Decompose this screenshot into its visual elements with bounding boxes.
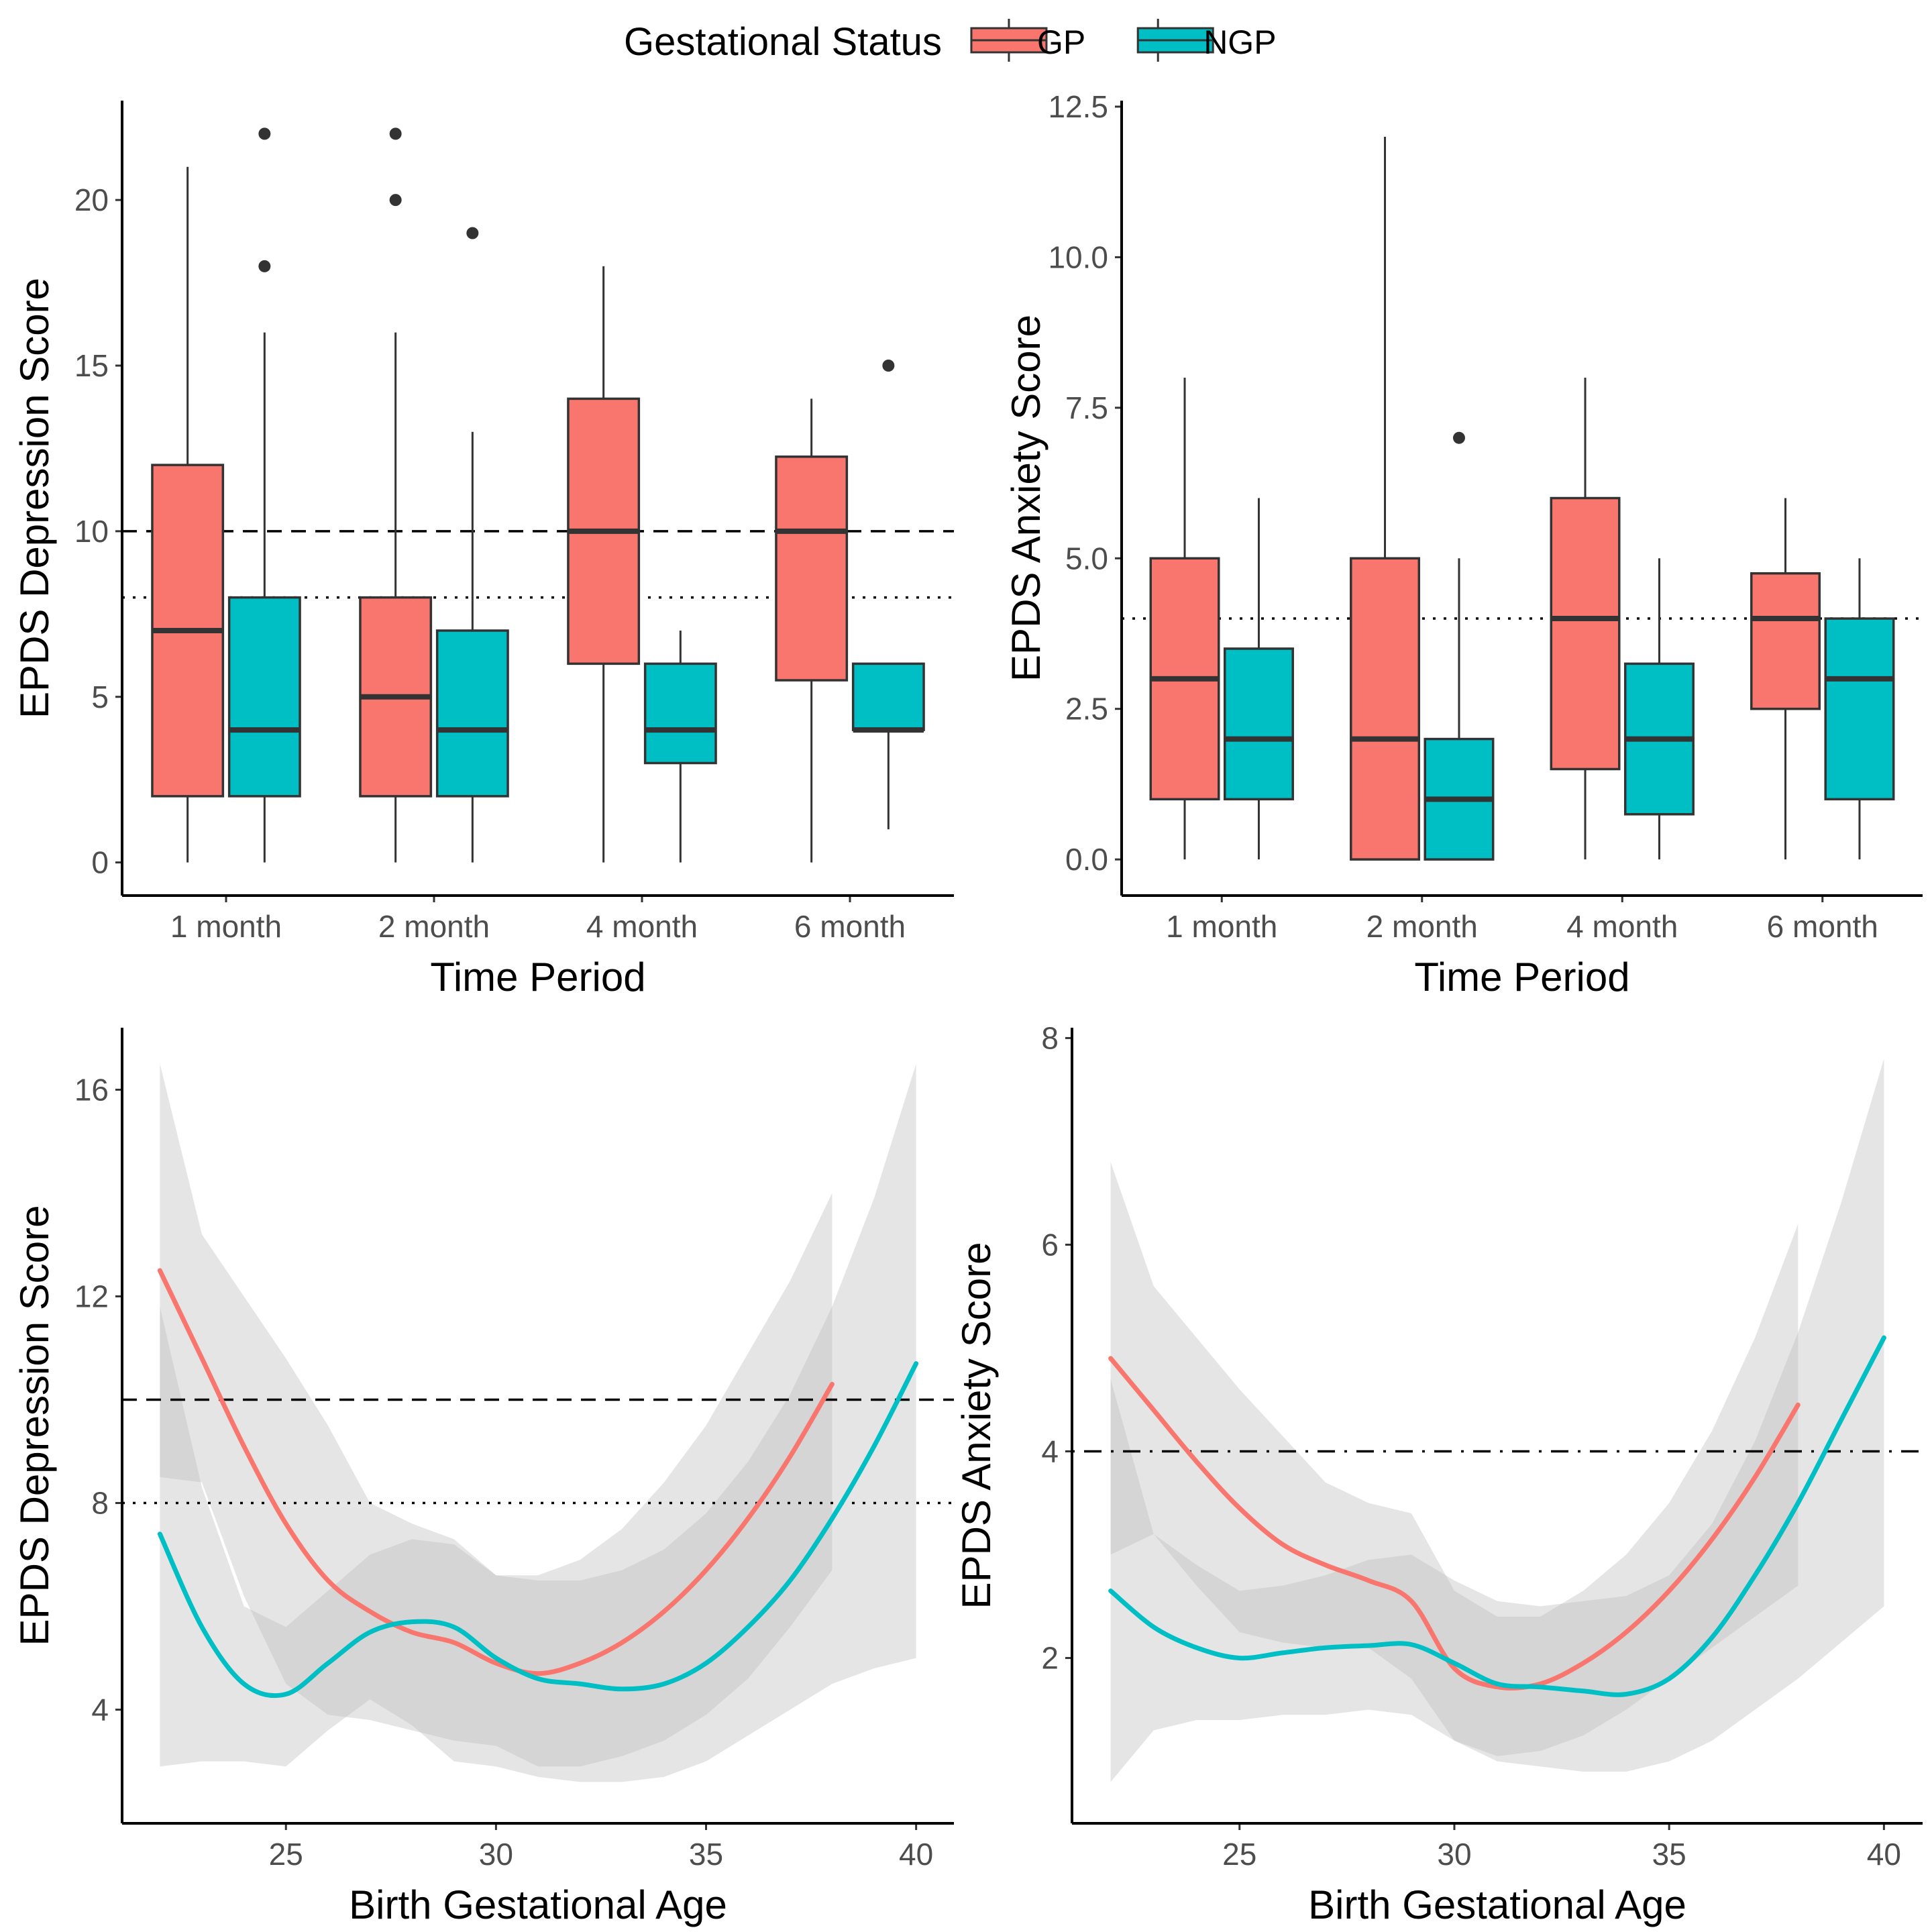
outlier-point [389,194,402,207]
x-tick-label: 35 [689,1837,723,1872]
y-tick-label: 0.0 [1065,842,1108,877]
box-iqr [1350,557,1421,861]
box-ngp-0 [227,127,301,863]
box-iqr [1223,647,1294,801]
smooth-line-ngp [1108,1335,1886,1697]
y-tick-label: 5 [91,680,109,714]
box-iqr [851,662,925,731]
y-tick-label: 2 [1041,1641,1059,1676]
panel-anx-smooth: 25 30 35 40 2 4 6 8 Birth Gestational Age EPDS An… [954,1020,1923,1927]
box-ngp-1 [435,227,509,863]
legend-title: Gestational Status [624,20,942,64]
x-tick-label: 1 month [170,909,282,944]
y-tick-label: 7.5 [1065,390,1108,425]
box-ngp-2 [1623,558,1695,860]
panel-anx-box: 1 month 2 month 4 month 6 month 0.0 2.5 5.0 7.5… [1004,89,1923,1000]
panel-dep-box: 1 month 2 month 4 month 6 month 0 5 10 15 20 Time… [12,101,954,1000]
box-iqr [435,629,509,798]
outlier-point [1452,431,1465,444]
y-axis-title: EPDS Depression Score [12,278,57,718]
box-ngp-0 [1223,498,1294,860]
box-iqr [643,662,717,765]
x-tick-label: 25 [1222,1837,1256,1872]
x-tick-label: 30 [1437,1837,1471,1872]
y-tick-label: 15 [74,348,109,383]
box-iqr [1824,617,1895,801]
outlier-point [882,360,895,372]
box-gp-1 [359,127,433,863]
x-tick-label: 2 month [378,909,490,944]
y-axis-title: EPDS Depression Score [12,1205,57,1646]
x-tick-label: 6 month [794,909,906,944]
x-tick-label: 6 month [1767,909,1878,944]
box-gp-0 [151,166,225,863]
x-axis-title: Time Period [1414,955,1629,1000]
box-gp-3 [1750,498,1821,860]
box-ngp-2 [643,631,717,863]
x-tick-label: 1 month [1166,909,1277,944]
x-tick-label: 35 [1652,1837,1686,1872]
x-tick-label: 4 month [586,909,698,944]
y-axis-title: EPDS Anxiety Score [954,1242,999,1609]
x-tick-label: 30 [479,1837,513,1872]
confidence-band-gp [1110,1162,1799,1756]
confidence-band-gp [160,1063,833,1767]
confidence-band-ngp [1110,1059,1884,1782]
y-axis-title: EPDS Anxiety Score [1004,315,1049,682]
panels: 1 month 2 month 4 month 6 month 0 5 10 15 20 Time… [12,89,1923,1927]
x-axis-title: Birth Gestational Age [1308,1882,1686,1927]
y-tick-label: 12.5 [1048,89,1108,124]
y-tick-label: 4 [1041,1434,1059,1469]
y-tick-label: 8 [1041,1020,1059,1055]
legend-key-ngp[interactable]: NGP [1136,19,1277,62]
y-tick-label: 12 [74,1279,109,1313]
box-gp-3 [775,398,849,863]
box-ngp-3 [851,360,925,830]
box-gp-0 [1149,377,1220,860]
box-ngp-1 [1424,431,1495,861]
y-tick-label: 16 [74,1072,109,1107]
legend-label-ngp: NGP [1203,23,1276,61]
y-tick-label: 10 [74,514,109,549]
legend: Gestational Status GP NGP [624,19,1277,64]
x-tick-label: 2 month [1366,909,1478,944]
y-tick-label: 2.5 [1065,692,1108,727]
x-axis-title: Time Period [430,955,645,1000]
y-tick-label: 0 [91,845,109,880]
y-tick-label: 10.0 [1048,239,1108,274]
box-iqr [1550,496,1621,771]
x-tick-label: 25 [269,1837,303,1872]
confidence-band-ngp [160,1063,916,1782]
box-gp-1 [1350,136,1421,861]
y-tick-label: 8 [91,1486,109,1521]
outlier-point [258,127,271,140]
outlier-point [466,227,479,239]
smooth-line-gp [1108,1356,1801,1691]
box-ngp-3 [1824,558,1895,860]
legend-key-gp[interactable]: GP [970,19,1085,62]
smooth-line-ngp [157,1361,919,1699]
box-iqr [1750,572,1821,710]
y-tick-label: 5.0 [1065,541,1108,576]
smooth-line-gp [157,1268,835,1676]
y-tick-label: 4 [91,1693,109,1727]
outlier-point [258,260,271,272]
y-tick-label: 6 [1041,1227,1059,1262]
y-tick-label: 20 [74,182,109,217]
legend-label-gp: GP [1037,23,1085,61]
box-gp-2 [1550,377,1621,860]
box-gp-2 [567,266,641,863]
x-tick-label: 40 [1867,1837,1901,1872]
x-axis-title: Birth Gestational Age [349,1882,727,1927]
x-tick-label: 40 [899,1837,933,1872]
outlier-point [389,127,402,140]
panel-dep-smooth: 25 30 35 40 4 8 12 16 Birth Gestational Age EPDS … [12,1028,954,1927]
box-iqr [227,596,301,798]
box-iqr [775,455,849,682]
x-tick-label: 4 month [1566,909,1678,944]
